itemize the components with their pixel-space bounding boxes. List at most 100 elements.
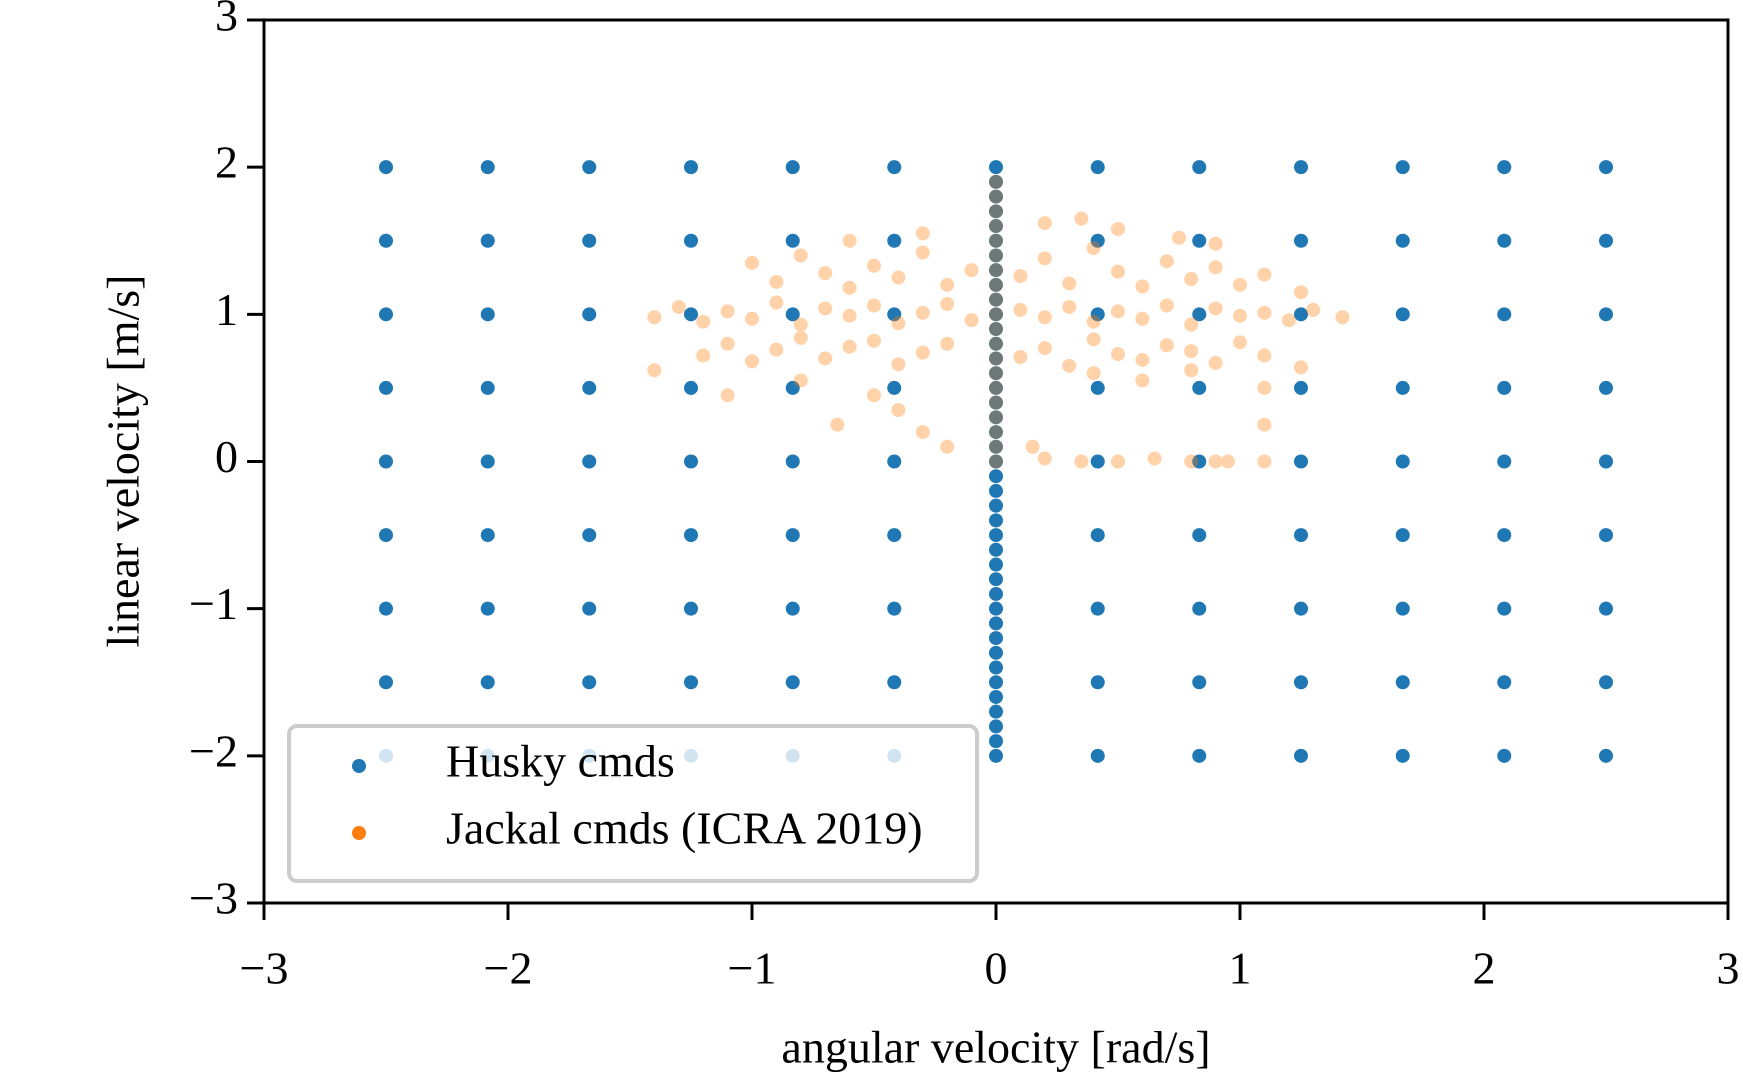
- point: [1037, 216, 1052, 231]
- point: [1013, 269, 1028, 284]
- x-tick-label: 1: [1229, 943, 1252, 994]
- point: [989, 410, 1003, 425]
- point: [1135, 352, 1150, 367]
- point: [785, 675, 800, 690]
- point: [989, 248, 1003, 263]
- point: [989, 292, 1003, 307]
- point: [720, 336, 735, 351]
- point: [793, 330, 808, 345]
- point: [769, 342, 784, 357]
- point: [989, 675, 1003, 690]
- x-tick-label: 3: [1717, 943, 1740, 994]
- point: [1192, 307, 1207, 322]
- point: [989, 233, 1003, 248]
- point: [842, 233, 857, 248]
- point: [1111, 454, 1125, 469]
- point: [989, 277, 1003, 292]
- point: [720, 388, 735, 403]
- y-tick-label: 2: [215, 137, 238, 188]
- point: [1192, 160, 1207, 175]
- point: [1395, 675, 1410, 690]
- legend-marker: [352, 759, 366, 773]
- legend-label: Husky cmds: [446, 736, 675, 787]
- point: [1599, 160, 1613, 175]
- point: [989, 454, 1003, 469]
- point: [785, 454, 800, 469]
- point: [582, 528, 597, 543]
- point: [842, 280, 857, 295]
- point: [842, 308, 857, 323]
- point: [989, 366, 1003, 381]
- point: [1062, 358, 1077, 373]
- point: [647, 310, 662, 325]
- point: [1135, 373, 1150, 388]
- point: [1062, 276, 1077, 291]
- point: [1497, 307, 1512, 322]
- point: [379, 675, 393, 690]
- point: [989, 263, 1003, 278]
- point: [720, 304, 735, 319]
- point: [1090, 748, 1105, 763]
- point: [480, 233, 495, 248]
- x-tick-label: −3: [240, 943, 289, 994]
- point: [1208, 301, 1223, 316]
- point: [989, 351, 1003, 366]
- point: [1497, 380, 1512, 395]
- point: [1111, 347, 1125, 362]
- point: [582, 675, 597, 690]
- point: [989, 439, 1003, 454]
- point: [1294, 233, 1308, 248]
- point: [989, 277, 1003, 292]
- point: [1294, 380, 1308, 395]
- point: [989, 307, 1003, 322]
- point: [1192, 528, 1207, 543]
- point: [1090, 454, 1105, 469]
- legend-box: [287, 724, 979, 883]
- point: [379, 454, 393, 469]
- point: [1257, 380, 1272, 395]
- point: [1086, 366, 1101, 381]
- point: [1395, 380, 1410, 395]
- point: [867, 388, 881, 403]
- point: [989, 439, 1003, 454]
- point: [582, 601, 597, 616]
- point: [1220, 454, 1235, 469]
- point: [1192, 601, 1207, 616]
- point: [684, 160, 698, 175]
- point: [1233, 308, 1247, 323]
- point: [1025, 439, 1040, 454]
- point: [818, 301, 833, 316]
- point: [1395, 748, 1410, 763]
- point: [1074, 454, 1089, 469]
- point: [940, 297, 955, 312]
- point: [1233, 335, 1247, 350]
- point: [989, 351, 1003, 366]
- legend-label: Jackal cmds (ICRA 2019): [446, 803, 923, 854]
- point: [989, 160, 1003, 175]
- point: [1599, 748, 1613, 763]
- point: [769, 274, 784, 289]
- point: [379, 233, 393, 248]
- point: [696, 314, 711, 329]
- point: [480, 454, 495, 469]
- point: [480, 675, 495, 690]
- point: [989, 483, 1003, 498]
- point: [793, 317, 808, 332]
- point: [1257, 417, 1272, 432]
- point: [582, 160, 597, 175]
- point: [915, 345, 930, 360]
- point: [1294, 454, 1308, 469]
- point: [1147, 451, 1162, 466]
- point: [867, 298, 881, 313]
- point: [582, 233, 597, 248]
- point: [887, 380, 902, 395]
- point: [1090, 307, 1105, 322]
- point: [1159, 298, 1174, 313]
- point: [1090, 675, 1105, 690]
- point: [1184, 454, 1199, 469]
- point: [1192, 748, 1207, 763]
- point: [989, 719, 1003, 734]
- point: [1294, 160, 1308, 175]
- point: [1599, 380, 1613, 395]
